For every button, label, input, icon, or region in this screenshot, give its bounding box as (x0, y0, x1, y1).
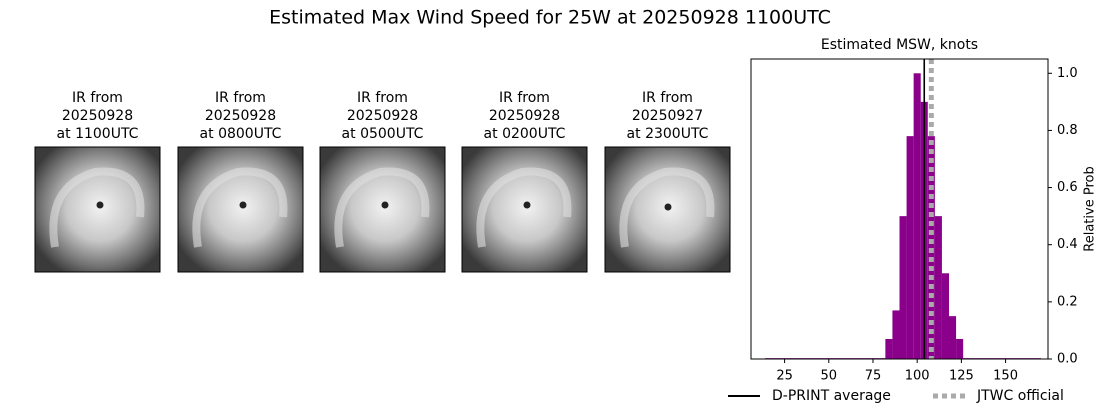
panel-title: IR from (357, 90, 408, 106)
histogram-bar (956, 339, 964, 359)
cloud-band (334, 167, 430, 248)
panel-title: 20250928 (62, 108, 133, 124)
x-tick-label: 125 (949, 369, 974, 384)
storm-eye (96, 201, 104, 209)
x-tick-label: 25 (776, 369, 793, 384)
panel-title: IR from (215, 90, 266, 106)
panel-title: 20250928 (205, 108, 276, 124)
panel-title: at 0500UTC (342, 126, 424, 142)
plot-frame (750, 58, 1049, 360)
panel-title: 20250928 (347, 108, 418, 124)
histogram-bar (927, 136, 935, 359)
cloud-band (619, 167, 715, 248)
legend-label: D-PRINT average (772, 388, 891, 404)
histogram-bar (941, 273, 949, 359)
y-tick-label: 0.0 (1057, 352, 1078, 367)
panel-title: 20250927 (632, 108, 703, 124)
histogram-bar (949, 316, 957, 359)
panel-title: at 2300UTC (627, 126, 709, 142)
panel-title: 20250928 (489, 108, 560, 124)
cloud-band (192, 167, 288, 248)
y-axis-label: Relative Prob (1083, 166, 1098, 251)
x-tick-label: 150 (993, 369, 1018, 384)
y-tick-label: 0.8 (1057, 123, 1078, 138)
x-tick-label: 100 (905, 369, 930, 384)
figure-title: Estimated Max Wind Speed for 25W at 2025… (269, 7, 831, 29)
histogram-bar (934, 216, 942, 359)
y-tick-label: 0.6 (1057, 180, 1078, 195)
panel-title: IR from (642, 90, 693, 106)
panel-title: at 0200UTC (484, 126, 566, 142)
cloud-band (49, 167, 145, 248)
cloud-band (476, 167, 572, 248)
storm-eye (523, 201, 531, 209)
storm-eye (381, 201, 389, 209)
panel-title: IR from (499, 90, 550, 106)
x-tick-label: 75 (865, 369, 882, 384)
panel-title: IR from (72, 90, 123, 106)
panel-title: at 1100UTC (57, 126, 139, 142)
histogram-bar (899, 216, 907, 359)
y-tick-label: 1.0 (1057, 66, 1078, 81)
storm-eye (664, 203, 672, 211)
histogram-bar (885, 339, 893, 359)
histogram-bar (906, 136, 914, 359)
histogram-bar (913, 73, 921, 360)
y-tick-label: 0.4 (1057, 237, 1078, 252)
chart-title: Estimated MSW, knots (821, 37, 978, 53)
x-tick-label: 50 (821, 369, 838, 384)
storm-eye (239, 201, 247, 209)
panel-title: at 0800UTC (200, 126, 282, 142)
y-tick-label: 0.2 (1057, 294, 1078, 309)
legend-label: JTWC official (976, 388, 1064, 404)
histogram-bar (892, 310, 900, 359)
